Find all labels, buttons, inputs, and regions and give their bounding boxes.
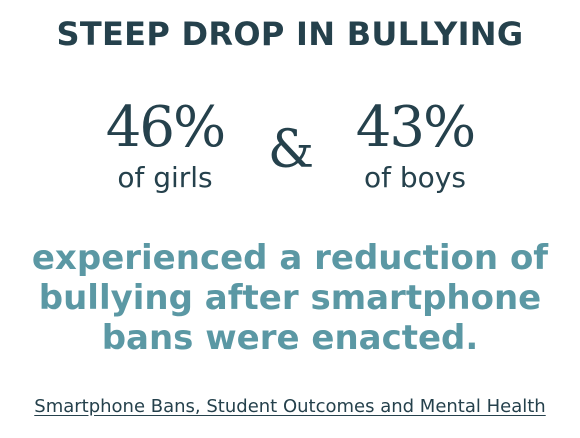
stat-boys-label: of boys [364, 161, 466, 194]
stat-girls-label: of girls [117, 161, 213, 194]
ampersand: & [267, 120, 315, 180]
headline: STEEP DROP IN BULLYING [56, 15, 524, 53]
stat-boys: 43% of boys [340, 92, 490, 196]
stat-girls: 46% of girls [95, 92, 235, 196]
source-link[interactable]: Smartphone Bans, Student Outcomes and Me… [34, 396, 546, 417]
stat-girls-value: 46% [105, 95, 226, 160]
stat-boys-value: 43% [355, 95, 476, 160]
statement-text: experienced a reduction of bullying afte… [31, 238, 549, 358]
